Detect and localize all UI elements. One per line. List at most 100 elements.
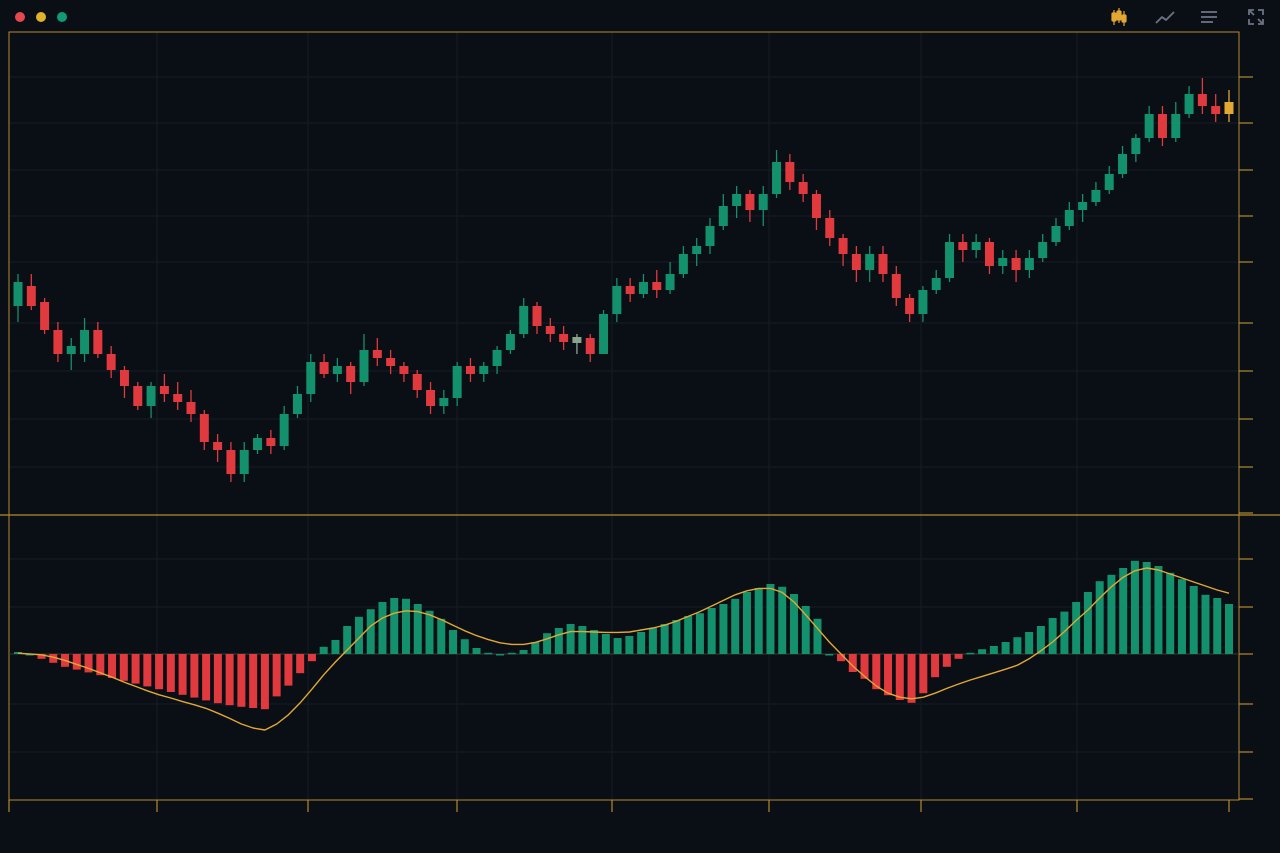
minimize-button[interactable] [36,12,46,22]
histogram-bar [789,594,798,654]
candle-body [545,326,555,334]
candle-body [106,354,116,370]
histogram-bar [331,640,340,654]
candlestick-view-button[interactable] [1108,6,1130,28]
candle-body [958,242,968,250]
candle-body [519,306,529,334]
histogram-bar [449,630,458,654]
histogram-bar [1036,626,1045,654]
histogram-bar [1130,560,1139,654]
histogram-bar [272,654,281,697]
candle-body [253,438,263,450]
histogram-bar [1048,618,1057,654]
candle-body [80,330,90,354]
histogram-bar [166,654,175,692]
candle-body [426,390,436,406]
candle-body [1091,190,1101,202]
histogram-bar [1213,598,1222,654]
candle-body [1104,174,1114,190]
histogram-bar [1107,574,1116,654]
candle-body [984,242,994,266]
histogram-bar [1095,581,1104,654]
candle-body [811,194,821,218]
candle-body [279,414,289,446]
candle-body [1038,242,1048,258]
signal-line-group [17,567,1230,731]
candle-body [665,274,675,290]
histogram-bar [766,584,775,654]
histogram-bar [202,654,211,701]
histogram-bar [284,654,293,686]
candle-body [652,282,662,290]
histogram-bar [119,654,128,681]
maximize-button[interactable] [57,12,67,22]
histogram-bar [378,602,387,654]
candle-body [186,402,196,414]
histogram-bar [931,654,940,678]
histogram-bar [84,654,93,673]
histogram-bar [637,632,646,654]
candle-body [412,374,422,390]
histogram-bar [919,654,928,694]
histogram-bar [872,654,881,690]
histogram-bar [72,654,81,670]
histogram-bar [437,618,446,654]
candle-body [918,290,928,314]
candle-body [239,450,249,474]
candle-body [878,254,888,274]
candle-body [745,194,755,210]
line-view-button[interactable] [1154,6,1176,28]
candle-body [612,286,622,314]
candle-body [1211,106,1221,114]
histogram-bar [496,654,505,656]
histogram-bar [49,654,58,663]
histogram-bar [249,654,258,708]
histogram-bar [190,654,199,698]
candle-body [585,338,595,354]
fullscreen-button[interactable] [1245,6,1267,28]
candle-body [1131,138,1141,154]
candle-body [479,366,489,374]
histogram-bar [1025,632,1034,654]
candle-body [53,330,63,354]
histogram-bar [695,613,704,654]
candle-body [785,162,795,182]
histogram-bar [590,630,599,654]
candle-body [638,282,648,294]
histogram-bar [989,646,998,654]
candle-body [226,450,236,474]
histogram-bar [625,636,634,654]
histogram-bar [884,654,893,696]
histogram-bar [484,652,493,655]
candle-body [865,254,875,270]
histogram-bar [531,642,540,654]
histogram-bar [648,628,657,654]
menu-button[interactable] [1198,6,1220,28]
histogram-bar [507,652,516,655]
histogram-bar [1013,637,1022,654]
candle-body [439,398,449,406]
histogram-bar [413,604,422,654]
candle-body [306,362,316,394]
candle-body [319,362,329,374]
histogram-bar [1189,586,1198,654]
candle-body [1051,226,1061,242]
candle-body [905,298,915,314]
candle-body [465,366,475,374]
histogram-bar [860,654,869,679]
histogram-bar [472,648,481,654]
histogram-bar [613,638,622,654]
histogram-bar [296,654,305,674]
histogram-bar [96,654,105,676]
histogram-bar [754,588,763,654]
close-button[interactable] [15,12,25,22]
histogram-bar [307,654,316,662]
candle-body [13,282,23,306]
candle-body [851,254,861,270]
candle-body [718,206,728,226]
histogram-bar [942,654,951,667]
candle-body [213,442,223,450]
candlestick-series [13,78,1234,482]
histogram-bar [25,654,34,656]
histogram-bar [848,654,857,672]
